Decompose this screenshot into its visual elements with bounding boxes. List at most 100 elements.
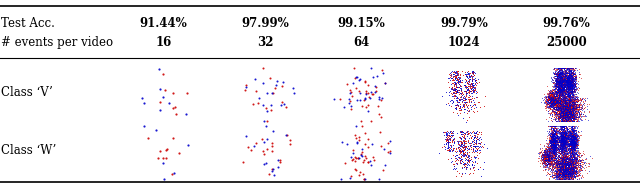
Point: [545, 140, 556, 143]
Point: [559, 78, 570, 81]
Point: [538, 153, 548, 156]
Point: [561, 161, 571, 164]
Point: [554, 97, 564, 100]
Point: [568, 169, 578, 172]
Point: [472, 149, 482, 152]
Point: [557, 153, 568, 156]
Point: [543, 108, 554, 111]
Point: [570, 116, 580, 119]
Point: [572, 112, 582, 115]
Point: [552, 128, 563, 131]
Point: [563, 108, 573, 111]
Point: [556, 74, 566, 77]
Point: [566, 94, 577, 97]
Point: [563, 109, 573, 112]
Point: [556, 97, 566, 100]
Point: [559, 143, 569, 146]
Point: [554, 100, 564, 103]
Point: [561, 81, 571, 84]
Point: [558, 130, 568, 132]
Point: [563, 110, 573, 113]
Point: [554, 156, 564, 159]
Point: [549, 152, 559, 154]
Point: [558, 137, 568, 140]
Point: [554, 78, 564, 81]
Point: [553, 100, 563, 102]
Point: [568, 73, 579, 76]
Point: [563, 147, 573, 150]
Point: [561, 163, 572, 166]
Point: [543, 100, 553, 103]
Point: [550, 166, 560, 169]
Point: [554, 147, 564, 150]
Point: [556, 167, 566, 170]
Point: [564, 81, 575, 84]
Point: [571, 159, 581, 162]
Point: [547, 155, 557, 158]
Point: [576, 134, 586, 137]
Point: [558, 140, 568, 143]
Point: [539, 150, 549, 153]
Point: [552, 127, 563, 130]
Point: [552, 96, 562, 99]
Point: [544, 150, 554, 153]
Point: [564, 86, 575, 89]
Point: [565, 132, 575, 135]
Point: [554, 80, 564, 83]
Point: [557, 110, 568, 113]
Point: [556, 90, 566, 93]
Point: [559, 118, 570, 121]
Point: [551, 97, 561, 100]
Point: [557, 176, 568, 179]
Point: [563, 89, 573, 92]
Point: [562, 159, 572, 162]
Point: [467, 80, 477, 83]
Point: [559, 108, 569, 111]
Point: [562, 164, 572, 167]
Point: [557, 127, 567, 130]
Point: [560, 83, 570, 86]
Point: [557, 85, 567, 88]
Point: [553, 118, 563, 121]
Point: [546, 143, 556, 146]
Point: [541, 159, 551, 162]
Point: [557, 133, 568, 136]
Point: [567, 168, 577, 171]
Point: [547, 109, 557, 112]
Point: [566, 139, 577, 142]
Point: [559, 105, 569, 108]
Point: [566, 166, 576, 169]
Point: [548, 131, 558, 134]
Point: [572, 105, 582, 108]
Point: [562, 77, 572, 80]
Point: [555, 115, 565, 118]
Point: [561, 88, 571, 91]
Point: [554, 79, 564, 82]
Point: [568, 118, 579, 121]
Point: [449, 80, 459, 83]
Point: [552, 143, 562, 146]
Point: [547, 167, 557, 170]
Point: [461, 158, 471, 161]
Point: [544, 98, 554, 101]
Point: [556, 85, 566, 88]
Point: [563, 82, 573, 85]
Point: [550, 85, 560, 88]
Point: [557, 115, 568, 118]
Point: [566, 71, 577, 74]
Point: [551, 80, 561, 83]
Point: [564, 114, 575, 117]
Point: [550, 136, 560, 139]
Point: [454, 98, 464, 101]
Point: [550, 104, 560, 107]
Point: [557, 97, 568, 100]
Point: [560, 138, 570, 141]
Point: [551, 171, 561, 174]
Point: [562, 173, 572, 176]
Point: [572, 97, 582, 100]
Point: [564, 86, 575, 89]
Point: [543, 101, 553, 104]
Point: [561, 90, 571, 93]
Point: [556, 138, 566, 141]
Point: [560, 83, 570, 86]
